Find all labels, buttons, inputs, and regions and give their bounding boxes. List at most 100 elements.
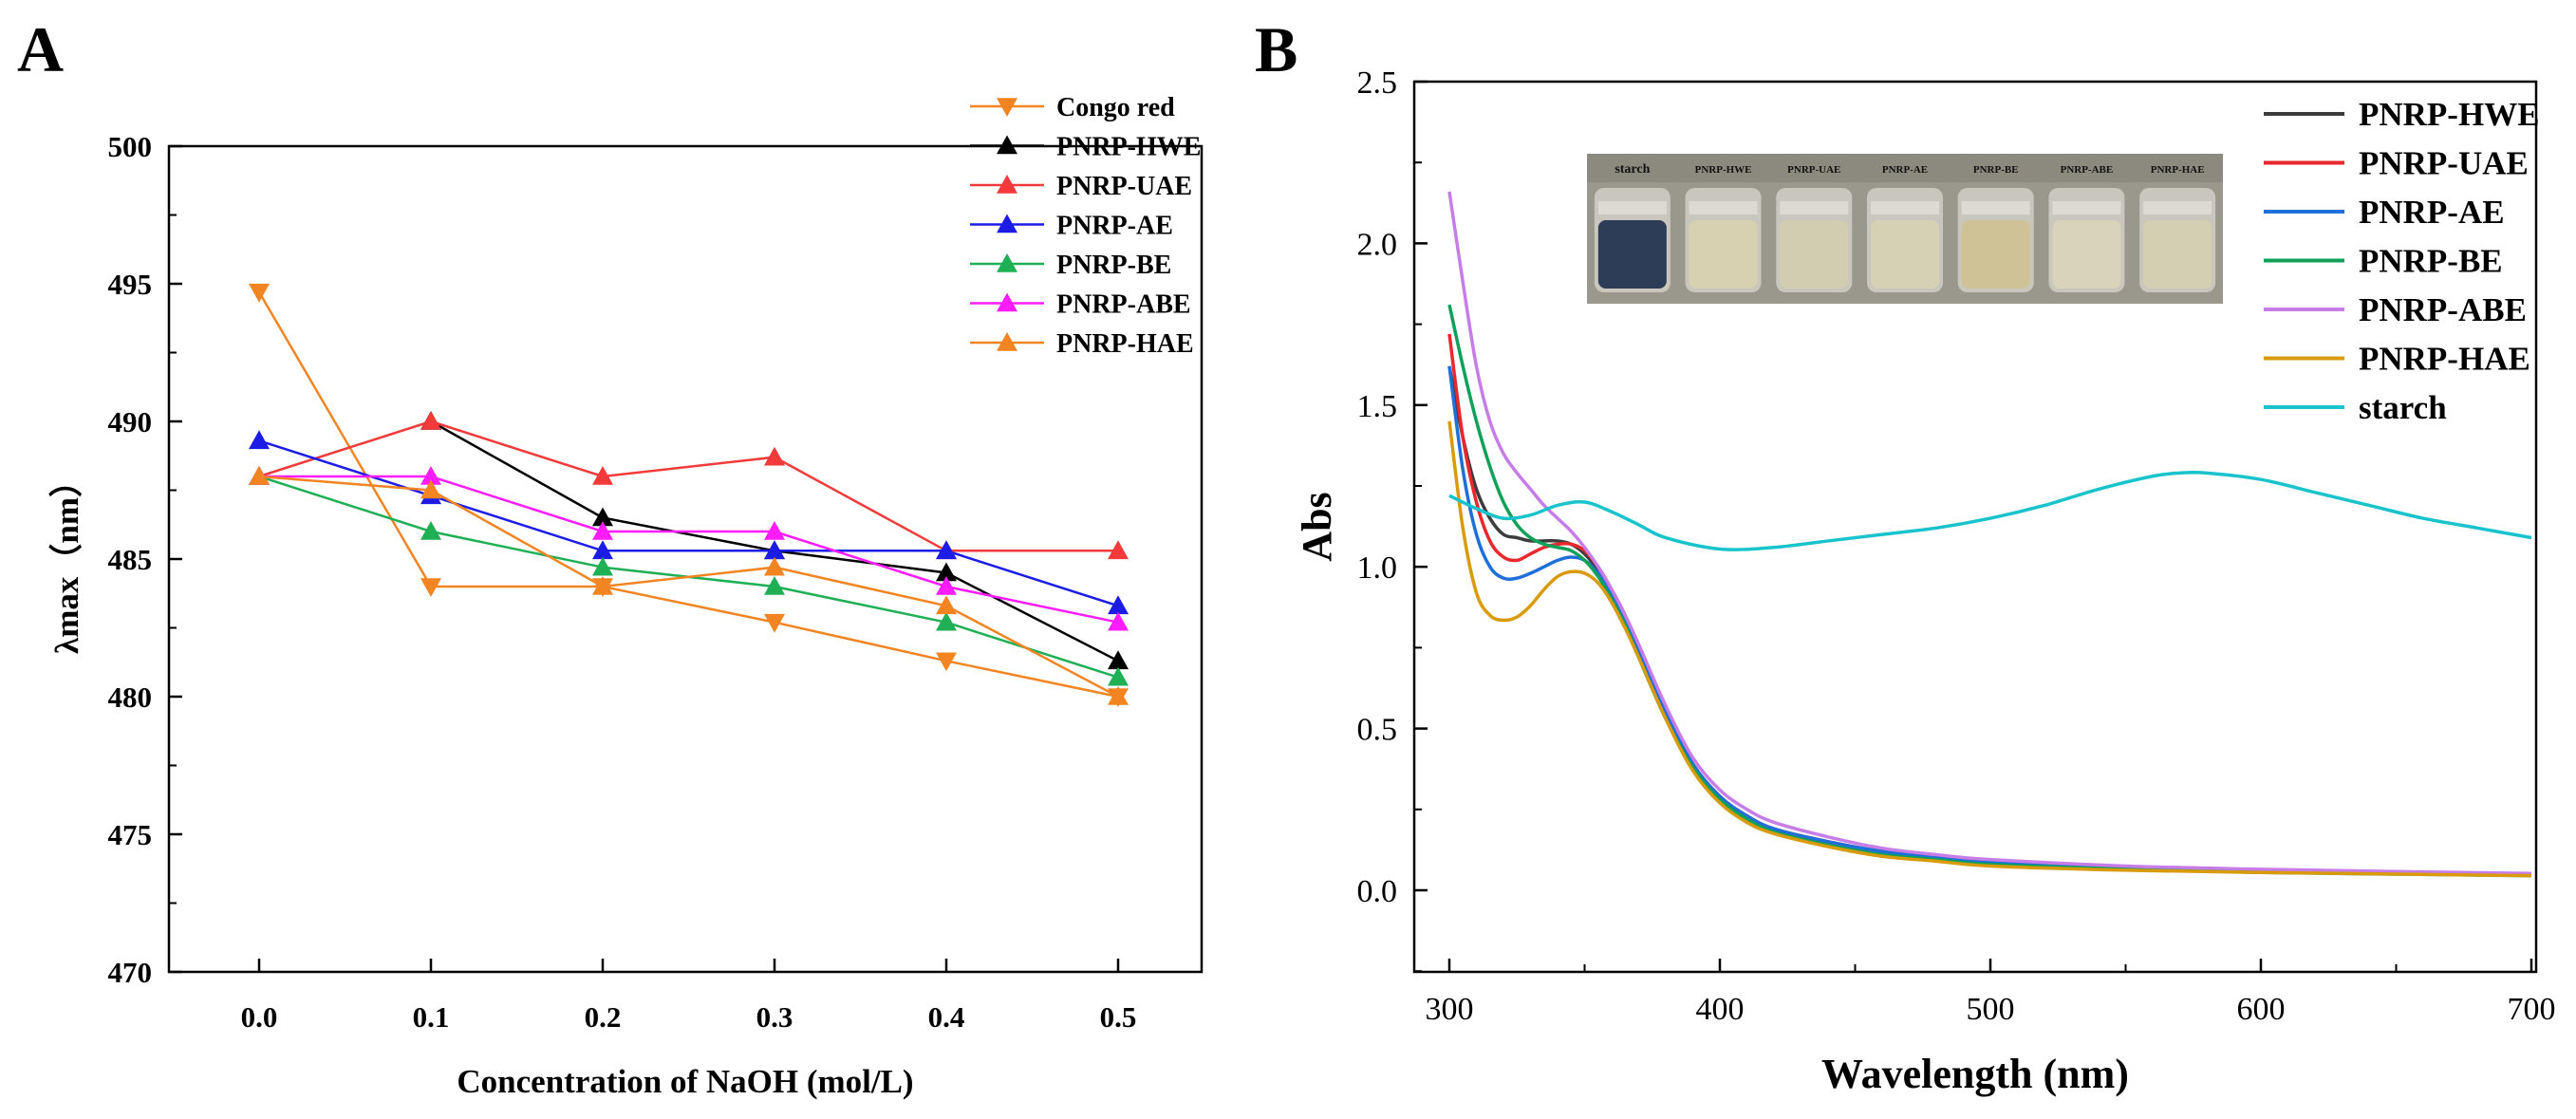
chart-a-legend-marker	[997, 253, 1017, 272]
chart-a-legend-label: PNRP-ABE	[1056, 290, 1191, 320]
chart-a-point-pnrp-be	[764, 576, 785, 595]
inset-vial-liquid	[2143, 220, 2212, 289]
chart-a-legend-marker	[997, 214, 1017, 233]
chart-a-x-tick-label: 0.2	[585, 1000, 622, 1034]
chart-a-point-pnrp-be	[420, 521, 441, 540]
chart-b-legend-label: PNRP-BE	[2359, 243, 2503, 280]
chart-a-point-pnrp-ae	[764, 540, 785, 560]
inset-photo: starch PNRP-HWE PNRP-UAE PNRP-AE PNRP-BE PNRP…	[1587, 154, 2223, 304]
chart-a-point-pnrp-abe	[764, 521, 785, 540]
chart-a-point-pnrp-be	[936, 611, 957, 631]
chart-a-point-pnrp-ae	[936, 540, 957, 560]
inset-vial-label: starch	[1615, 162, 1650, 177]
inset-vial-label: PNRP-ABE	[2061, 164, 2114, 176]
chart-a-point-pnrp-hae	[249, 466, 270, 485]
chart-a-frame	[167, 144, 1204, 974]
inset-vial-label: PNRP-BE	[1973, 164, 2019, 176]
chart-b-legend: PNRP-HWE PNRP-UAE PNRP-AE PNRP-BE PNRP-ABE PN…	[2264, 96, 2540, 426]
chart-b-x-tick-label: 400	[1696, 992, 1745, 1027]
chart-b-y-axis-label: Abs	[1294, 492, 1340, 561]
chart-b-legend-label: PNRP-HAE	[2359, 341, 2530, 378]
chart-b-y-tick-label: 1.0	[1357, 550, 1398, 586]
chart-a-point-pnrp-hwe	[936, 562, 957, 582]
chart-a-point-pnrp-hae	[936, 595, 957, 615]
chart-b-legend-label: PNRP-ABE	[2359, 291, 2527, 328]
chart-b-series-line-pnrp-ae	[1447, 365, 2532, 876]
chart-a-x-tick-label: 0.0	[241, 1000, 278, 1034]
chart-a-series-line-pnrp-abe	[259, 475, 1119, 624]
inset-vial-liquid	[2052, 220, 2121, 289]
chart-a-point-pnrp-abe	[1108, 611, 1129, 631]
chart-a-x-tick-label: 0.1	[413, 1000, 450, 1034]
chart-a-point-pnrp-ae	[249, 430, 270, 450]
chart-a-legend-marker	[997, 135, 1017, 155]
chart-b-series-line-pnrp-hwe	[1447, 365, 2532, 876]
chart-a-point-pnrp-ae	[1108, 595, 1129, 615]
chart-a-y-tick-label: 490	[108, 405, 153, 438]
chart-a-legend-label: PNRP-HAE	[1056, 329, 1194, 359]
chart-b-y-tick-label: 0.5	[1357, 713, 1398, 748]
chart-a-legend: Congo red PNRP-HWE PNRP-UAE PNRP-AE PNRP-BE P…	[970, 93, 1201, 359]
chart-b-x-tick-label: 300	[1426, 992, 1474, 1027]
chart-a-point-pnrp-be	[592, 556, 613, 576]
chart-a-point-congo-red	[420, 578, 441, 597]
inset-vial-liquid	[1871, 220, 1939, 289]
chart-b-series-line-starch	[1448, 470, 2532, 551]
chart-b: 0.0 0.5 1.0 1.5 2.0 2.5 300 400 500 600 700 Wavele…	[1294, 65, 2556, 1097]
chart-b-x-tick-label: 700	[2508, 992, 2556, 1027]
chart-a-legend-marker	[997, 292, 1017, 312]
chart-a-point-pnrp-hwe	[1108, 650, 1129, 670]
chart-a-y-axis-label: λmax（nm）	[48, 464, 85, 654]
chart-a-legend-marker	[997, 98, 1017, 117]
chart-a-point-pnrp-ae	[592, 540, 613, 560]
chart-b-x-axis-label: Wavelength (nm)	[1821, 1051, 2129, 1097]
chart-a-legend-label: Congo red	[1056, 93, 1175, 122]
chart-a-legend-marker	[997, 332, 1017, 351]
chart-a-legend-marker	[997, 175, 1017, 194]
chart-a-point-pnrp-uae	[1108, 540, 1129, 560]
chart-b-legend-label: PNRP-UAE	[2359, 145, 2529, 182]
chart-a-x-axis-label: Concentration of NaOH (mol/L)	[457, 1063, 913, 1100]
chart-a-point-pnrp-abe	[592, 521, 613, 540]
chart-a-y-tick-label: 495	[108, 268, 153, 301]
chart-a-point-pnrp-hae	[592, 576, 613, 595]
chart-b-series-line-pnrp-abe	[1447, 191, 2532, 876]
inset-vial-liquid	[1780, 220, 1849, 289]
chart-a-x-tick-label: 0.5	[1100, 1000, 1137, 1034]
inset-vial-liquid	[1689, 220, 1758, 289]
chart-b-y-tick-label: 0.0	[1357, 874, 1398, 909]
chart-a-point-pnrp-uae	[764, 446, 785, 466]
chart-a-point-pnrp-be	[1108, 666, 1129, 686]
chart-b-series-line-pnrp-hae	[1447, 420, 2532, 878]
chart-a-y-tick-label: 485	[108, 543, 153, 576]
chart-b-legend-label: PNRP-HWE	[2359, 96, 2540, 133]
chart-b-frame	[1412, 80, 2538, 974]
chart-b-legend-label: starch	[2359, 389, 2447, 426]
chart-a-point-pnrp-hae	[764, 556, 785, 576]
inset-vial-label: PNRP-UAE	[1787, 164, 1840, 176]
chart-a-point-pnrp-hae	[1108, 686, 1129, 705]
chart-a-legend-label: PNRP-HWE	[1056, 133, 1201, 162]
chart-a-point-pnrp-hae	[420, 479, 441, 499]
inset-vial-liquid	[1597, 220, 1667, 289]
chart-b-y-tick-label: 2.5	[1357, 65, 1398, 101]
chart-a-legend-label: PNRP-UAE	[1056, 172, 1192, 201]
chart-b-legend-label: PNRP-AE	[2359, 194, 2505, 231]
chart-a-series-line-pnrp-hae	[258, 475, 1119, 699]
chart-b-x-tick-label: 500	[1967, 992, 2015, 1027]
chart-a-point-congo-red	[249, 283, 270, 303]
inset-vial-liquid	[1961, 220, 2030, 289]
chart-b-y-tick-label: 1.5	[1357, 389, 1398, 424]
chart-a-series-line-pnrp-ae	[258, 439, 1119, 607]
chart-a-point-pnrp-abe	[936, 576, 957, 595]
panel-b-label: B	[1255, 13, 1297, 85]
inset-vial-label: PNRP-AE	[1882, 164, 1928, 176]
chart-a-point-pnrp-uae	[420, 411, 441, 430]
chart-a-legend-label: PNRP-AE	[1056, 212, 1173, 241]
chart-b-x-tick-label: 600	[2237, 992, 2286, 1027]
chart-a-series-line-pnrp-uae	[258, 420, 1118, 552]
chart-a-legend-label: PNRP-BE	[1056, 251, 1171, 280]
chart-a-point-pnrp-hwe	[592, 507, 613, 527]
